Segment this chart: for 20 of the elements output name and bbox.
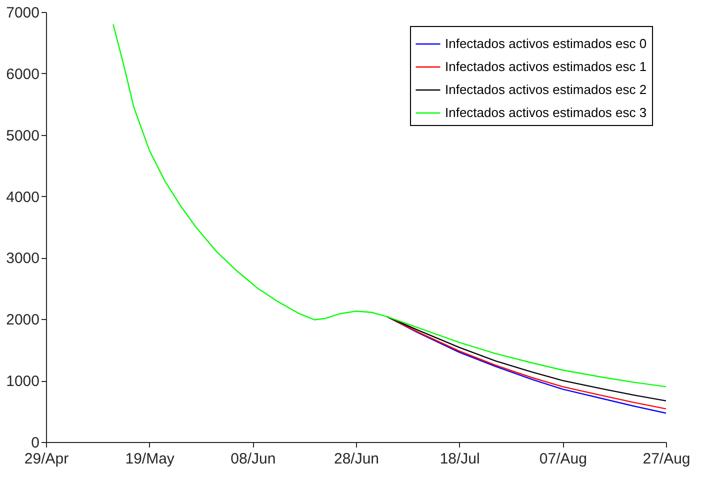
- y-tick-label: 2000: [6, 312, 40, 329]
- x-tick-label: 28/Jun: [334, 450, 380, 468]
- y-tick-label: 6000: [6, 66, 40, 83]
- x-tick-label: 07/Aug: [539, 450, 587, 468]
- x-tick-label: 08/Jun: [230, 450, 276, 468]
- legend-label: Infectados activos estimados esc 2: [445, 82, 647, 97]
- x-tick-label: 19/May: [125, 450, 175, 468]
- legend-label: Infectados activos estimados esc 0: [445, 36, 647, 51]
- y-tick-label: 0: [31, 434, 40, 452]
- y-tick-label: 1000: [6, 373, 40, 390]
- x-tick-label: 29/Apr: [24, 450, 69, 468]
- x-tick-label: 18/Jul: [440, 450, 480, 468]
- y-tick-label: 7000: [6, 4, 40, 22]
- legend-label: Infectados activos estimados esc 1: [445, 59, 647, 74]
- line-series: [112, 24, 666, 388]
- y-tick-label: 3000: [6, 250, 40, 268]
- x-tick-label: 27/Aug: [642, 450, 690, 468]
- legend-label: Infectados activos estimados esc 3: [445, 105, 647, 120]
- y-tick-label: 5000: [6, 127, 40, 144]
- y-tick-label: 4000: [6, 188, 40, 206]
